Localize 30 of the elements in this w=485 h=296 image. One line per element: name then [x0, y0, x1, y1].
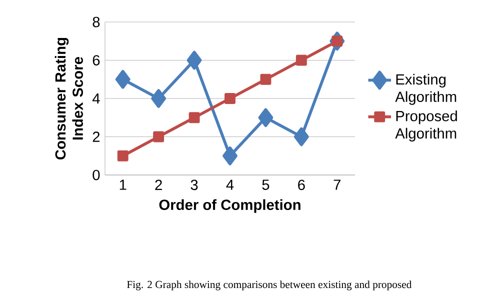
point: [151, 89, 166, 108]
point: [332, 36, 343, 47]
y-tick-label: 2: [92, 132, 100, 142]
point: [117, 150, 128, 162]
x-axis-title: Order of Completion: [159, 199, 300, 213]
point: [115, 70, 130, 89]
x-tick-label: 5: [262, 180, 270, 190]
x-tick-label: 7: [334, 180, 340, 190]
legend-label: Proposed Algorithm: [395, 110, 457, 142]
caption: Fig. 2 Graph showing comparisons between existing and proposed: [126, 280, 412, 290]
y-axis-title: Consumer Rating Index Score: [54, 38, 83, 160]
point: [186, 50, 202, 70]
point: [296, 54, 307, 66]
point: [153, 131, 164, 142]
x-tick-label: 1: [120, 180, 126, 190]
x-tick-label: 6: [298, 180, 305, 190]
y-tick-label: 6: [92, 55, 100, 66]
point: [224, 93, 236, 104]
x-tick-label: 2: [155, 180, 162, 190]
legend-label: Existing Algorithm: [395, 74, 456, 105]
x-tick-label: 4: [226, 180, 234, 190]
y-tick-label: 8: [92, 16, 100, 28]
point: [222, 146, 238, 166]
point: [260, 74, 272, 85]
y-tick-label: 0: [92, 170, 100, 180]
y-tick-label: 4: [92, 93, 100, 104]
point: [258, 108, 274, 128]
point: [294, 127, 309, 146]
point: [188, 112, 200, 124]
x-tick-label: 3: [190, 180, 198, 190]
